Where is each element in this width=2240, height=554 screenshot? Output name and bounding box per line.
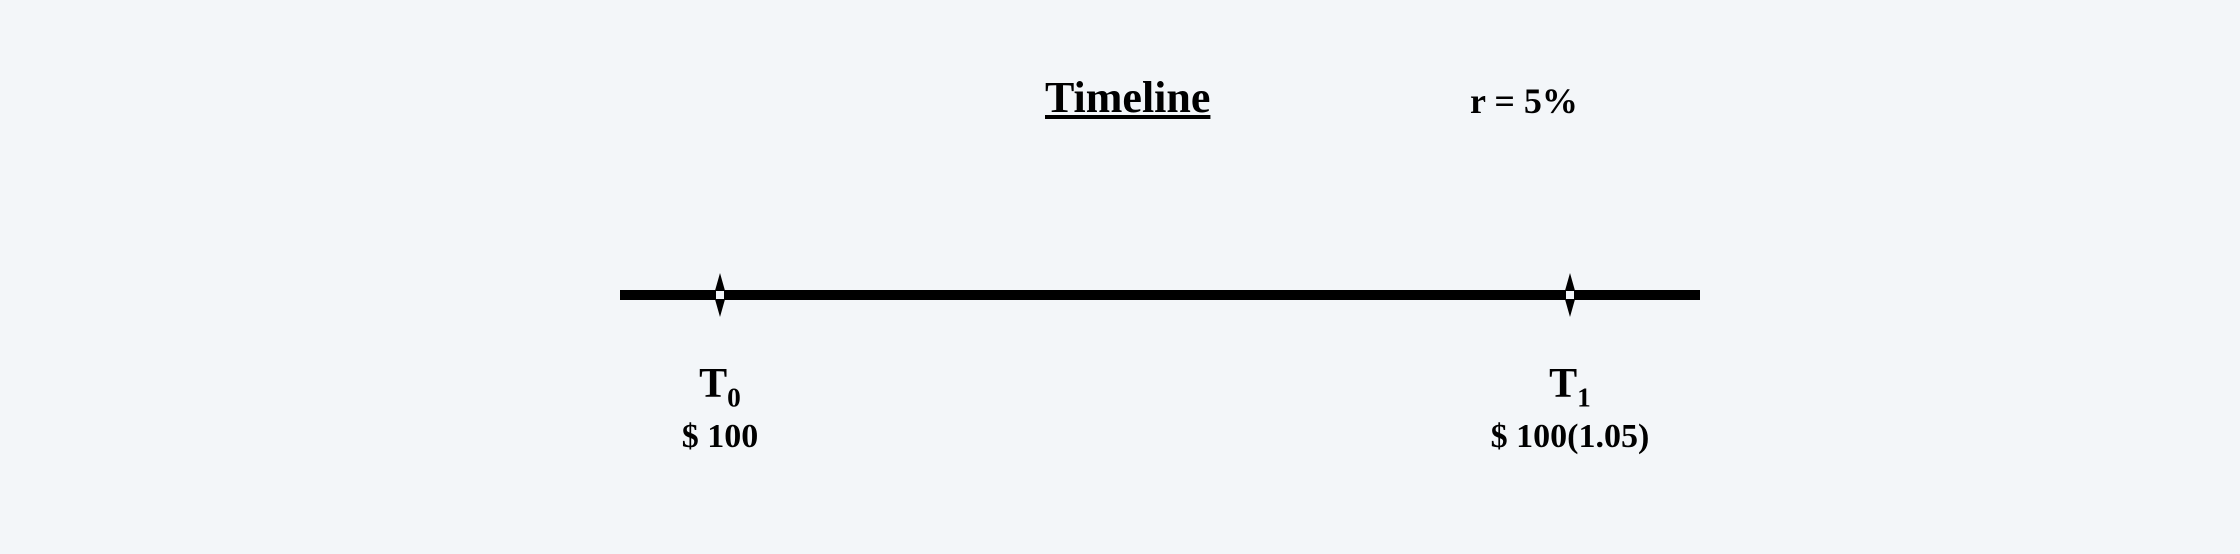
timeline-diagram: Timeline r = 5% T0$ 100T1$ 100(1.05) <box>0 0 2240 554</box>
timeline-point-label-sub-0: 0 <box>727 382 741 412</box>
timeline-marker-1 <box>1548 273 1592 317</box>
rate-label: r = 5% <box>1470 80 1578 122</box>
timeline-point-label-sub-1: 1 <box>1577 382 1591 412</box>
timeline-point-value-1: $ 100(1.05) <box>1491 418 1650 456</box>
timeline-marker-0 <box>698 273 742 317</box>
timeline-axis <box>620 290 1700 300</box>
diagram-title: Timeline <box>1045 72 1210 123</box>
timeline-point-label-0: T0 <box>699 360 741 413</box>
timeline-point-label-main-0: T <box>699 361 727 407</box>
timeline-point-value-0: $ 100 <box>682 418 759 456</box>
timeline-point-label-main-1: T <box>1549 361 1577 407</box>
timeline-point-label-1: T1 <box>1549 360 1591 413</box>
